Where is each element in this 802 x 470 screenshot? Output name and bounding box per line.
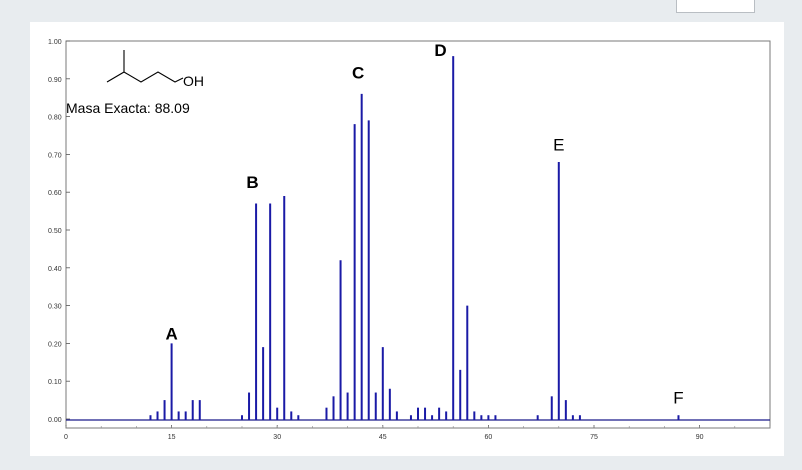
isopentyl-skeleton <box>106 50 184 83</box>
molecule-structure: OH Masa Exacta: 88.09 <box>66 50 204 116</box>
peak-annotation-a: A <box>165 324 177 343</box>
x-tick-label: 0 <box>64 434 68 441</box>
y-tick-label: 0.30 <box>48 304 62 311</box>
y-tick-label: 0.50 <box>48 228 62 235</box>
peak-annotation-f: F <box>673 389 683 408</box>
peak-annotation-c: C <box>352 64 364 83</box>
oh-label: OH <box>183 73 204 89</box>
chart-panel: 0.00 0.10 0.20 0.30 0.40 0.50 0.60 0.70 0.80 0.90… <box>30 22 784 456</box>
y-tick-label: 0.40 <box>48 266 62 273</box>
x-tick-label: 75 <box>590 434 598 441</box>
y-tick-label: 0.10 <box>48 379 62 386</box>
y-tick-label: 0.60 <box>48 190 62 197</box>
peak-labels: A B C D E F <box>165 41 683 408</box>
x-tick-label: 30 <box>273 434 281 441</box>
x-tick-label: 90 <box>696 434 704 441</box>
top-right-box <box>676 0 755 13</box>
y-tick-label: 1.00 <box>48 39 62 46</box>
peak-bars <box>149 56 680 420</box>
peak-annotation-e: E <box>553 135 564 154</box>
mass-spectrum-chart: 0.00 0.10 0.20 0.30 0.40 0.50 0.60 0.70 0.80 0.90… <box>48 39 771 441</box>
y-tick-label: 0.80 <box>48 115 62 122</box>
x-tick-label: 45 <box>379 434 387 441</box>
y-tick-label: 0.70 <box>48 152 62 159</box>
y-tick-label: 0.20 <box>48 341 62 348</box>
peak-annotation-d: D <box>434 41 446 60</box>
y-tick-label: 0.00 <box>48 417 62 424</box>
y-tick-label: 0.90 <box>48 77 62 84</box>
x-tick-label: 60 <box>485 434 493 441</box>
exact-mass-label: Masa Exacta: 88.09 <box>66 100 190 116</box>
x-tick-label: 15 <box>168 434 176 441</box>
peak-annotation-b: B <box>246 173 258 192</box>
